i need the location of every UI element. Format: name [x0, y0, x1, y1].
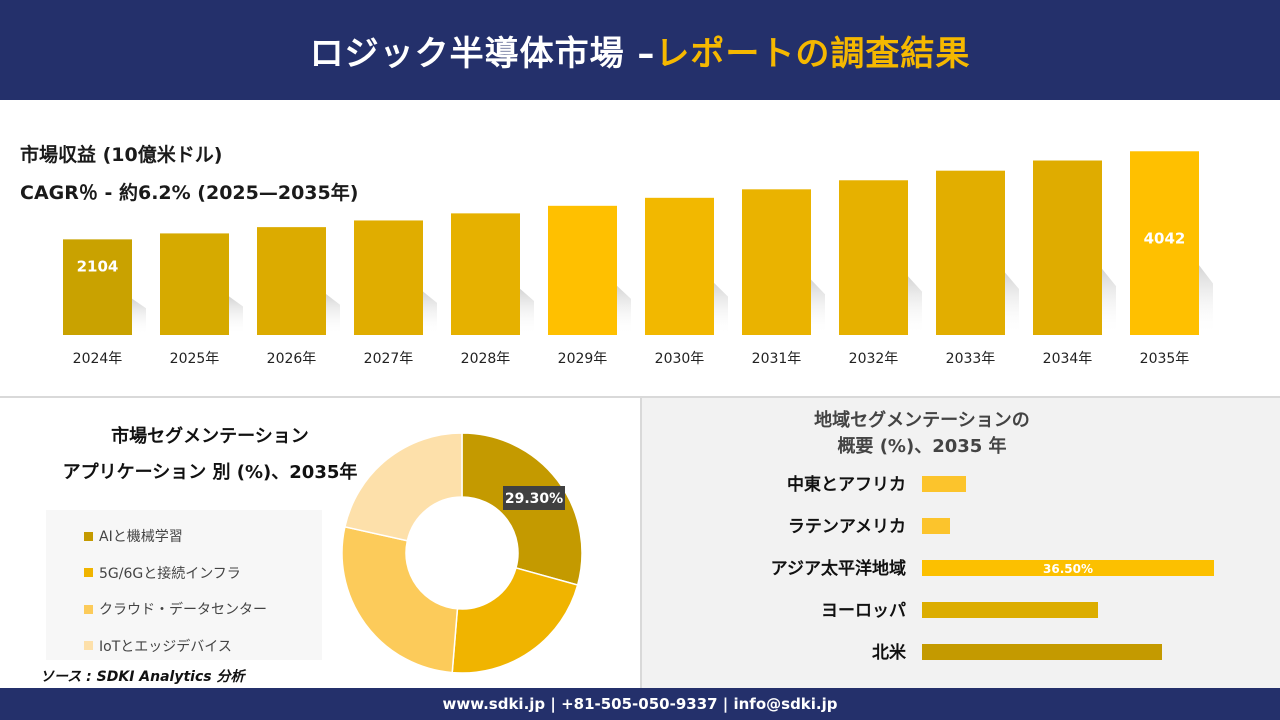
revenue-bar-chart: 2024年 2025年 2026年 2027年 2028年 2029年 2030年 2031年… — [63, 151, 1213, 367]
region-bar — [922, 476, 966, 492]
legend-item: IoTとエッジデバイス — [84, 628, 322, 665]
x-tick-label: 2030年 — [655, 351, 705, 367]
bar-shadow — [423, 291, 437, 335]
donut-data-label: 29.30% — [503, 486, 565, 510]
page-title: ロジック半導体市場 –レポートの調査結果 — [310, 26, 971, 75]
x-tick-label: 2034年 — [1043, 351, 1093, 367]
segment-title-line1: 市場セグメンテーション — [111, 426, 309, 447]
revenue-bar — [63, 239, 132, 335]
revenue-bar — [839, 180, 908, 335]
donut-data-label-text: 29.30% — [505, 491, 563, 507]
legend-item: 5G/6Gと接続インフラ — [84, 555, 322, 592]
region-label: 中東とアフリカ — [787, 474, 906, 495]
x-tick-label: 2033年 — [946, 351, 996, 367]
revenue-bar — [257, 227, 326, 335]
region-bar — [922, 644, 1162, 660]
bar-shadow — [714, 282, 728, 335]
application-segment-panel: 29.30% 市場セグメンテーション アプリケーション 別 (%)、2035年 … — [0, 398, 640, 688]
donut-slice — [343, 432, 463, 542]
revenue-bar — [354, 220, 423, 335]
segment-title-line2: アプリケーション 別 (%)、2035年 — [62, 462, 358, 483]
donut-slice — [341, 525, 459, 674]
revenue-panel: 2024年 2025年 2026年 2027年 2028年 2029年 2030年 2031年… — [0, 100, 1280, 396]
bar-shadow — [1005, 272, 1019, 335]
title-accent: レポートの調査結果 — [655, 33, 971, 74]
revenue-bar — [160, 233, 229, 335]
footer-contact: www.sdki.jp | +81-505-050-9337 | info@sd… — [0, 688, 1280, 720]
region-bar — [922, 602, 1098, 618]
legend-label: AIと機械学習 — [99, 529, 183, 546]
bar-shadow — [520, 288, 534, 335]
region-data-label: 36.50% — [1043, 562, 1093, 576]
bar-shadow — [132, 298, 146, 335]
legend-swatch — [84, 531, 93, 541]
revenue-bar — [1033, 160, 1102, 335]
legend-swatch — [84, 641, 93, 651]
legend-swatch — [84, 568, 93, 578]
region-bar — [922, 518, 950, 534]
legend-item: クラウド・データセンター — [84, 591, 322, 628]
x-tick-label: 2028年 — [461, 351, 511, 367]
donut-data-label-box — [503, 486, 565, 510]
region-label: ヨーロッパ — [821, 601, 906, 621]
cagr-label: CAGR％ - 約6.2% (2025—2035年) — [20, 182, 359, 204]
legend-swatch — [84, 604, 93, 614]
legend-label: クラウド・データセンター — [99, 602, 267, 619]
title-main: ロジック半導体市場 — [309, 33, 625, 74]
legend-label: 5G/6Gと接続インフラ — [99, 565, 241, 582]
bar-shadow — [908, 276, 922, 335]
donut-slice — [451, 567, 579, 674]
bar-shadow — [326, 294, 340, 335]
legend-item: AIと機械学習 — [84, 518, 322, 555]
bar-data-label: 2104 — [77, 257, 119, 275]
region-label: 北米 — [872, 642, 907, 663]
revenue-bar — [936, 170, 1005, 335]
region-label: ラテンアメリカ — [788, 517, 906, 537]
regional-title-line1: 地域セグメンテーションの — [814, 410, 1030, 431]
bar-shadow — [1102, 268, 1116, 335]
region-bar — [922, 560, 1214, 576]
revenue-bar — [548, 205, 617, 335]
bar-shadow — [229, 296, 243, 335]
x-tick-label: 2035年 — [1140, 351, 1190, 367]
x-tick-label: 2024年 — [73, 351, 123, 367]
bar-shadow — [1199, 265, 1213, 335]
bar-shadow — [811, 279, 825, 335]
title-separator: – — [624, 33, 656, 74]
x-tick-label: 2031年 — [752, 351, 802, 367]
donut-legend: AIと機械学習 5G/6Gと接続インフラクラウド・データセンター IoTとエッジデバ… — [46, 510, 322, 660]
revenue-bar — [1130, 151, 1199, 335]
region-label: アジア太平洋地域 — [771, 558, 906, 579]
revenue-bar — [451, 213, 520, 335]
header-banner: ロジック半導体市場 –レポートの調査結果 — [0, 0, 1280, 100]
legend-label: IoTとエッジデバイス — [99, 638, 232, 655]
bar-shadow — [617, 285, 631, 335]
regional-segment-panel: 中東とアフリカ ラテンアメリカアジア太平洋地域ヨーロッパ北米 36.50% 地域セグ… — [642, 398, 1280, 688]
revenue-bar — [742, 189, 811, 335]
x-tick-label: 2026年 — [267, 351, 317, 367]
bar-data-label: 4042 — [1144, 229, 1186, 247]
x-tick-label: 2025年 — [170, 351, 220, 367]
regional-title-line2: 概要 (%)、2035 年 — [837, 436, 1007, 457]
x-tick-label: 2032年 — [849, 351, 899, 367]
revenue-label: 市場収益 (10億米ドル) — [20, 144, 223, 166]
horizontal-divider — [0, 396, 1280, 398]
x-tick-label: 2027年 — [364, 351, 414, 367]
application-donut-chart: 29.30% — [341, 432, 583, 674]
source-note: ソース : SDKI Analytics 分析 — [40, 669, 245, 685]
vertical-divider — [640, 398, 642, 688]
x-tick-label: 2029年 — [558, 351, 608, 367]
revenue-bar — [645, 197, 714, 335]
